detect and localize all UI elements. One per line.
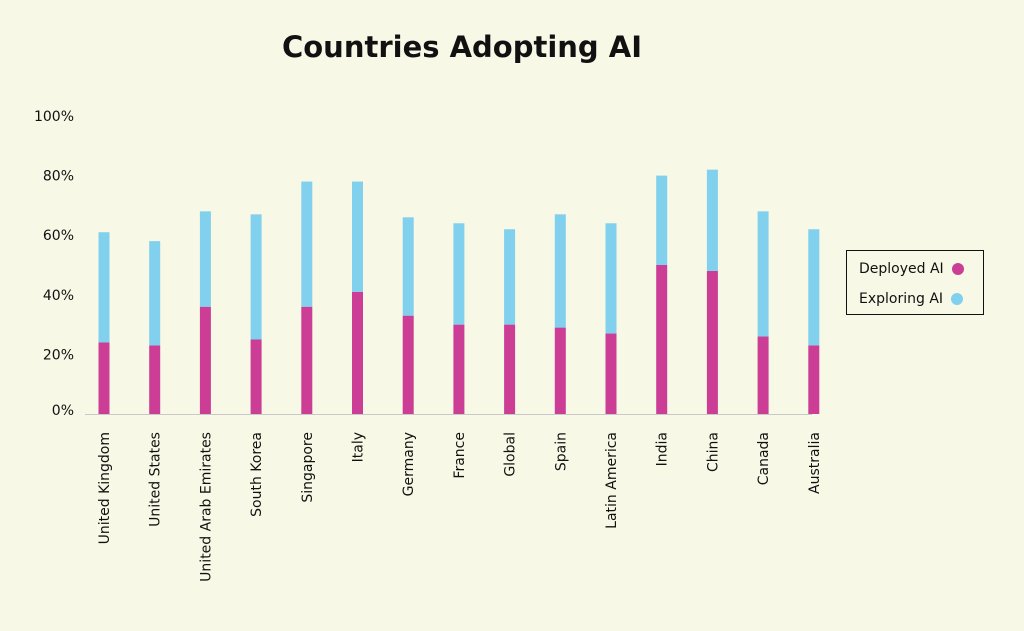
bar-deployed-germany [402,315,414,414]
bar-exploring-india [656,175,668,265]
bar-deployed-canada [757,336,769,414]
bar-deployed-united-kingdom [98,342,110,414]
legend: Deployed AI Exploring AI [846,250,984,315]
y-tick-label: 0% [52,403,74,419]
bars [98,169,820,414]
y-tick-label: 40% [43,288,74,304]
x-tick-label: United Arab Emirates [198,432,214,582]
y-tick-label: 20% [43,347,74,363]
bar-deployed-united-states [149,345,161,414]
bar-exploring-united-states [149,241,161,346]
bar-exploring-singapore [301,181,313,307]
legend-swatch-deployed [951,263,964,275]
bar-deployed-united-arab-emirates [199,306,211,414]
x-tick-label: United States [148,432,164,527]
bar-deployed-spain [554,327,566,414]
bar-deployed-france [453,324,465,414]
bar-deployed-india [656,265,668,414]
bar-exploring-canada [757,211,769,337]
x-tick-label: Latin America [604,432,620,529]
bar-exploring-germany [402,217,414,316]
bar-deployed-australia [808,345,820,414]
bar-exploring-spain [554,214,566,328]
x-tick-label: India [655,432,671,466]
y-tick-label: 100% [34,109,74,125]
legend-swatch-exploring [951,293,964,305]
chart-title: Countries Adopting AI [281,30,643,64]
bar-exploring-united-kingdom [98,232,110,343]
x-tick-label: Global [503,432,519,477]
x-tick-label: Spain [553,432,569,471]
bar-exploring-italy [352,181,363,292]
legend-label-deployed: Deployed AI [859,261,944,277]
bar-exploring-global [504,229,516,325]
bar-deployed-latin-america [605,333,617,414]
bar-deployed-china [706,270,718,414]
x-tick-label: Canada [756,432,772,485]
legend-item-deployed: Deployed AI [859,258,964,280]
x-tick-label: Singapore [300,432,316,503]
x-axis-labels: United Kingdom United States United Arab E… [97,432,823,582]
x-tick-label: China [705,432,721,472]
x-tick-label: France [452,432,468,479]
bar-deployed-global [504,324,516,414]
bar-exploring-south-korea [250,214,262,340]
x-tick-label: Italy [351,432,367,462]
bar-exploring-united-arab-emirates [199,211,211,307]
bar-deployed-italy [352,291,363,414]
x-tick-label: United Kingdom [97,432,113,544]
x-tick-label: Germany [401,432,417,496]
bar-exploring-france [453,223,465,325]
bar-deployed-singapore [301,306,313,414]
legend-label-exploring: Exploring AI [859,291,944,307]
y-tick-label: 60% [43,228,74,244]
x-tick-label: South Korea [249,432,265,517]
x-tick-label: Australia [807,432,823,494]
y-axis-ticks: 0% 20% 40% 60% 80% 100% [34,109,74,419]
legend-item-exploring: Exploring AI [859,288,964,310]
bar-exploring-australia [808,229,820,346]
bar-deployed-south-korea [250,339,262,414]
bar-exploring-china [706,169,718,271]
bar-exploring-latin-america [605,223,617,334]
y-tick-label: 80% [43,169,74,185]
